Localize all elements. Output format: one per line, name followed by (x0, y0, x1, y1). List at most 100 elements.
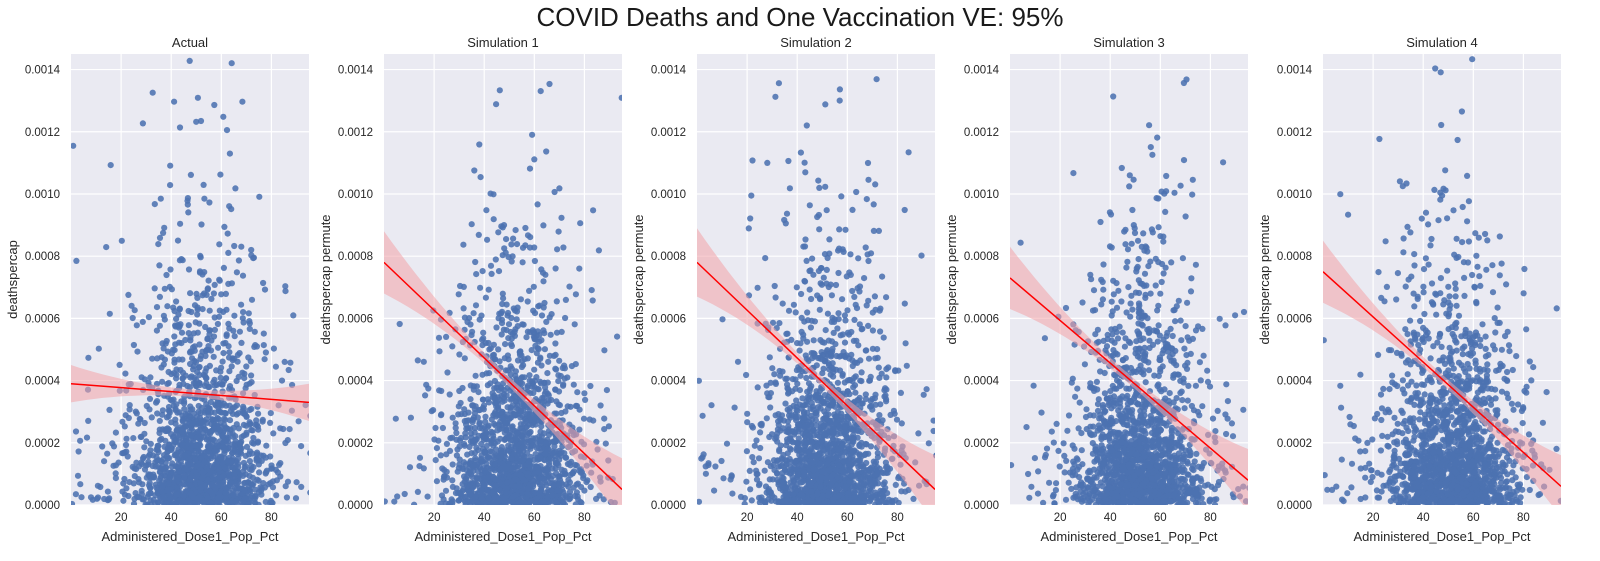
data-point (794, 380, 801, 387)
data-point (455, 497, 462, 504)
x-tick: 40 (165, 512, 178, 524)
data-point (514, 464, 521, 471)
data-point (497, 449, 504, 456)
data-point (472, 302, 480, 309)
data-point (143, 402, 150, 410)
data-point (871, 293, 879, 300)
data-point (768, 431, 776, 438)
data-point (214, 320, 221, 328)
data-point (293, 479, 300, 486)
data-point (508, 258, 515, 265)
data-point (578, 499, 585, 505)
data-point (865, 257, 872, 265)
data-point (829, 360, 836, 367)
data-point (915, 430, 922, 437)
data-point (892, 481, 899, 488)
data-point (817, 355, 825, 362)
data-point (810, 337, 817, 344)
data-point (856, 452, 863, 459)
data-point (473, 444, 480, 451)
data-point (116, 361, 123, 368)
data-point (793, 367, 801, 374)
data-point (865, 297, 872, 304)
y-tick-label: 0.0014 (651, 65, 687, 77)
data-point (230, 424, 237, 432)
x-tick-label: 40 (478, 512, 491, 524)
y-tick-label: 0.0012 (651, 127, 686, 139)
data-point (197, 434, 204, 441)
data-point (540, 327, 547, 334)
data-point (456, 351, 463, 358)
data-point (158, 364, 165, 371)
y-tick: 0.0012 (338, 127, 373, 139)
data-point (181, 499, 188, 505)
data-point (570, 381, 577, 388)
data-point (162, 437, 169, 444)
data-point (147, 490, 154, 497)
data-point (194, 304, 201, 311)
data-point (795, 435, 802, 442)
data-point (524, 328, 532, 335)
data-point (498, 310, 505, 317)
data-point (246, 325, 253, 332)
data-point (849, 362, 856, 370)
data-point (479, 336, 486, 343)
data-point (93, 495, 101, 502)
data-point (161, 356, 168, 363)
data-point (526, 372, 533, 379)
data-point (822, 183, 829, 190)
data-point (73, 257, 80, 264)
data-point (252, 492, 259, 499)
data-point (424, 493, 431, 500)
data-point (876, 498, 883, 505)
data-point (248, 296, 256, 303)
y-tick-label: 0.0006 (25, 313, 60, 325)
y-tick: 0.0008 (651, 251, 686, 263)
x-tick-label: 80 (578, 512, 591, 524)
data-point (259, 418, 266, 425)
x-tick: 20 (741, 512, 754, 524)
data-point (578, 484, 585, 491)
data-point (430, 407, 437, 414)
y-tick: 0.0006 (338, 313, 373, 325)
data-point (761, 467, 768, 474)
data-point (223, 425, 230, 432)
data-point (126, 406, 133, 413)
data-point (516, 351, 524, 358)
data-point (406, 464, 414, 471)
data-point (235, 257, 242, 264)
data-point (260, 279, 267, 287)
data-point (198, 417, 205, 424)
data-point (253, 451, 261, 458)
y-tick-label: 0.0012 (338, 127, 373, 139)
data-point (439, 465, 446, 472)
data-point (483, 460, 490, 467)
data-point (885, 364, 892, 371)
data-point (523, 418, 530, 425)
data-point (764, 159, 771, 166)
data-point (867, 250, 875, 257)
data-point (549, 438, 557, 445)
data-point (806, 202, 813, 209)
data-point (817, 337, 824, 344)
data-point (836, 438, 843, 445)
data-point (865, 322, 872, 329)
data-point (154, 355, 161, 362)
data-point (531, 257, 539, 265)
data-point (550, 482, 557, 489)
data-point (467, 321, 474, 328)
data-point (865, 470, 872, 477)
data-point (524, 431, 531, 439)
data-point (261, 286, 269, 293)
data-point (836, 97, 843, 104)
data-point (211, 314, 218, 321)
data-point (877, 328, 884, 335)
data-point (806, 392, 813, 399)
data-point (478, 495, 486, 503)
data-point (258, 457, 265, 464)
y-tick-label: 0.0012 (25, 127, 60, 139)
data-point (236, 328, 243, 335)
data-point (528, 347, 535, 354)
data-point (479, 342, 486, 349)
data-point (231, 471, 238, 478)
